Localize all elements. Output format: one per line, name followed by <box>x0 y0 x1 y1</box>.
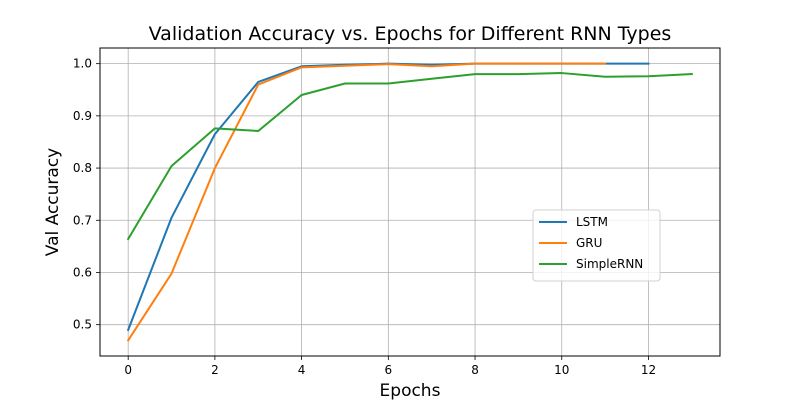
y-tick-label: 0.7 <box>73 213 92 227</box>
x-tick-label: 12 <box>641 363 656 377</box>
axis-ticks: 0 2 4 6 8 10 12 0.5 0.6 0.7 0.8 0.9 1.0 <box>73 57 656 377</box>
y-tick-label: 0.5 <box>73 318 92 332</box>
y-tick-label: 0.8 <box>73 161 92 175</box>
x-tick-label: 10 <box>554 363 569 377</box>
x-tick-label: 2 <box>211 363 219 377</box>
legend: LSTM GRU SimpleRNN <box>532 209 661 282</box>
x-tick-label: 0 <box>124 363 132 377</box>
series-line-gru <box>126 62 607 342</box>
legend-label-simplernn: SimpleRNN <box>576 257 643 271</box>
x-tick-label: 4 <box>298 363 306 377</box>
y-tick-label: 0.6 <box>73 265 92 279</box>
y-axis-title: Val Accuracy <box>43 148 63 256</box>
series-lines <box>126 62 693 342</box>
plot-frame <box>99 47 721 357</box>
x-tick-label: 6 <box>385 363 393 377</box>
y-tick-label: 0.9 <box>73 109 92 123</box>
series-line-simplernn <box>126 72 693 241</box>
chart-title: Validation Accuracy vs. Epochs for Diffe… <box>149 23 672 45</box>
x-tick-label: 8 <box>471 363 479 377</box>
y-tick-label: 1.0 <box>73 57 92 71</box>
x-axis-title: Epochs <box>380 381 441 400</box>
legend-label-lstm: LSTM <box>576 215 608 229</box>
legend-label-gru: GRU <box>576 236 602 250</box>
